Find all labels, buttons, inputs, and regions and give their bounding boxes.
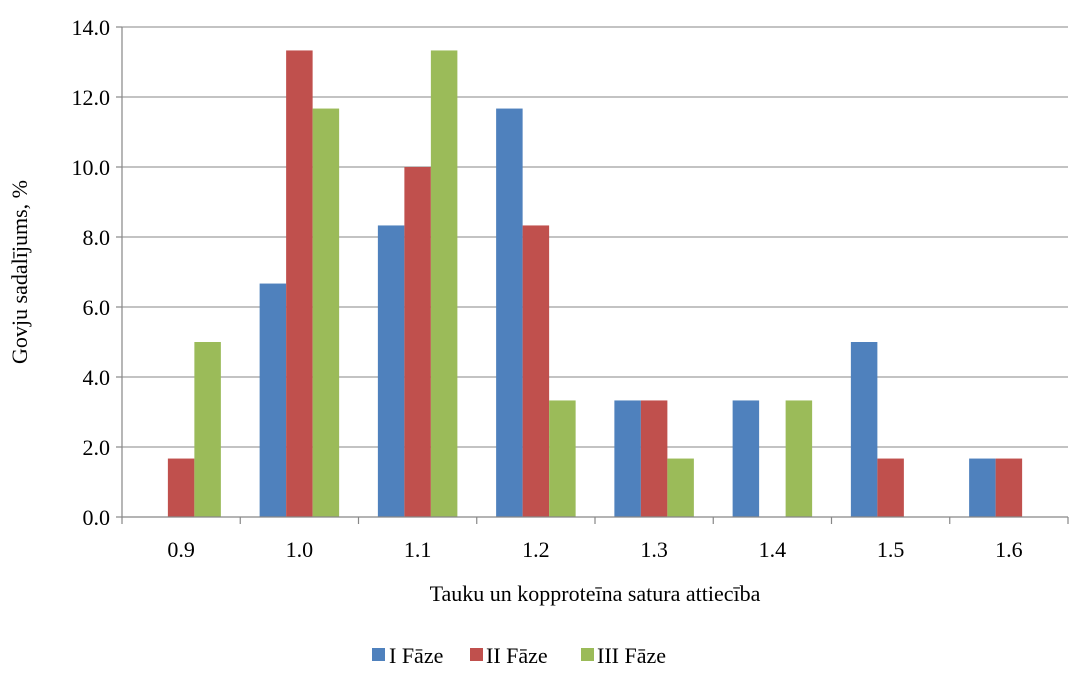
bar	[785, 400, 813, 517]
axes	[116, 26, 1069, 524]
legend-label: III Fāze	[597, 643, 666, 668]
bar	[377, 225, 405, 517]
x-tick-label: 1.6	[995, 537, 1023, 562]
bar	[522, 225, 550, 517]
x-tick-labels: 0.9 1.0 1.1 1.2 1.3 1.4 1.5 1.6	[167, 537, 1022, 562]
y-tick-label: 6.0	[83, 295, 111, 320]
y-tick-label: 12.0	[72, 85, 111, 110]
x-tick-label: 1.0	[286, 537, 314, 562]
legend: I Fāze II Fāze III Fāze	[372, 643, 666, 668]
legend-label: I Fāze	[389, 643, 443, 668]
bars	[167, 50, 1023, 518]
x-tick-label: 0.9	[167, 537, 195, 562]
y-tick-label: 10.0	[72, 155, 111, 180]
bar	[614, 400, 641, 517]
bar	[194, 342, 221, 517]
y-tick-label: 0.0	[83, 505, 111, 530]
x-tick-label: 1.1	[404, 537, 432, 562]
bar	[549, 400, 576, 517]
x-tick-label: 1.2	[522, 537, 550, 562]
y-tick-label: 14.0	[72, 15, 111, 40]
bar	[404, 167, 431, 517]
bar	[496, 108, 523, 518]
bar	[732, 400, 760, 517]
x-axis-title: Tauku un kopproteīna satura attiecība	[430, 581, 761, 606]
bar	[995, 458, 1023, 517]
legend-swatch	[581, 648, 594, 661]
legend-swatch	[372, 648, 385, 661]
x-tick-label: 1.5	[877, 537, 905, 562]
bar	[640, 400, 668, 517]
bar	[312, 108, 340, 518]
bar	[167, 458, 195, 517]
x-tick-label: 1.4	[759, 537, 787, 562]
bar	[667, 458, 694, 517]
y-axis-title: Govju sadalījums, %	[7, 180, 32, 364]
legend-swatch	[470, 648, 483, 661]
bar	[259, 283, 287, 517]
bar	[286, 50, 313, 517]
y-tick-labels: 0.0 2.0 4.0 6.0 8.0 10.0 12.0 14.0	[72, 15, 111, 530]
bar	[430, 50, 458, 517]
y-tick-label: 4.0	[83, 365, 111, 390]
bar	[850, 342, 878, 517]
bar	[969, 458, 996, 517]
y-tick-label: 8.0	[83, 225, 111, 250]
legend-label: II Fāze	[486, 643, 548, 668]
bar	[877, 458, 904, 517]
x-tick-label: 1.3	[640, 537, 668, 562]
y-tick-label: 2.0	[83, 435, 111, 460]
